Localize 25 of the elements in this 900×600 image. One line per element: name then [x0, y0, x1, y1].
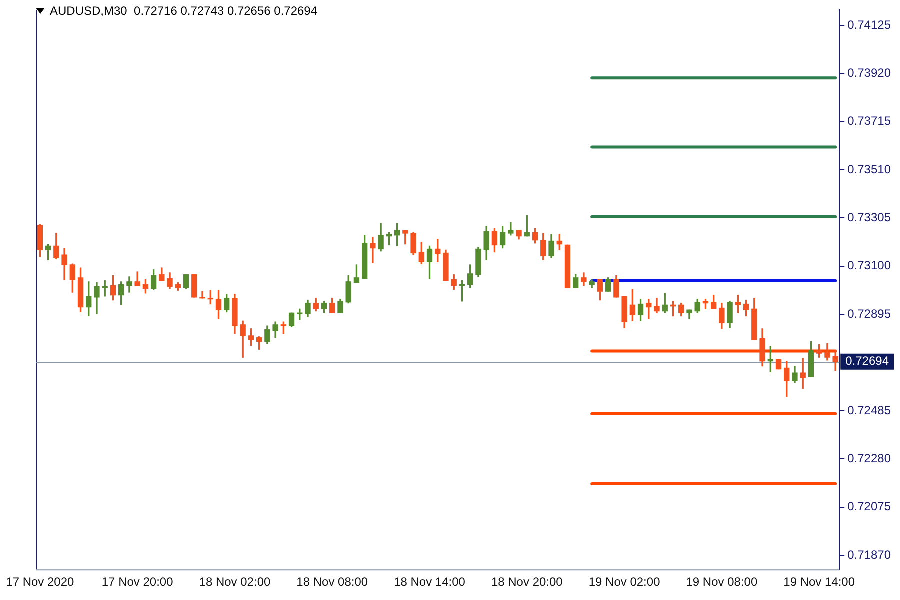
y-tick-label: 0.74125 [848, 18, 892, 32]
y-tick-label: 0.72895 [848, 306, 892, 321]
x-tick-label: 17 Nov 20:00 [102, 575, 174, 590]
ref-line-label: 0.72694 [846, 354, 890, 368]
y-tick-label: 0.73920 [848, 66, 892, 80]
y-tick-label: 0.72485 [848, 403, 892, 418]
y-tick-label: 0.72075 [848, 500, 892, 514]
x-tick-label: 18 Nov 20:00 [491, 575, 564, 590]
x-tick-label: 18 Nov 14:00 [394, 575, 466, 590]
y-tick-label: 0.73715 [848, 114, 892, 128]
y-tick-label: 0.73100 [848, 258, 892, 273]
y-tick-label: 0.73305 [848, 210, 892, 225]
x-tick-label: 18 Nov 02:00 [199, 575, 271, 590]
x-tick-label: 17 Nov 2020 [6, 575, 75, 590]
y-tick-label: 0.72280 [848, 451, 892, 466]
x-tick-label: 18 Nov 08:00 [296, 575, 368, 590]
x-tick-label: 19 Nov 14:00 [784, 575, 856, 590]
candlestick [126, 276, 132, 293]
y-tick-label: 0.71870 [848, 548, 892, 562]
y-tick-label: 0.73510 [848, 162, 892, 176]
chart-title: AUDUSD,M30 0.72716 0.72743 0.72656 0.72694 [50, 4, 318, 18]
x-tick-label: 19 Nov 08:00 [686, 575, 758, 590]
x-tick-label: 19 Nov 02:00 [588, 575, 661, 590]
candlestick [370, 237, 376, 264]
candlestick [200, 291, 206, 299]
